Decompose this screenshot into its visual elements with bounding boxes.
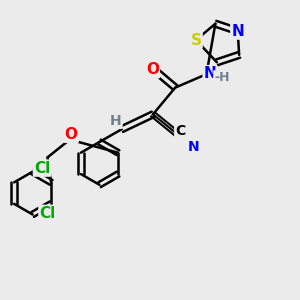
Text: N: N — [204, 66, 216, 81]
Text: Cl: Cl — [34, 160, 50, 175]
Text: O: O — [65, 127, 78, 142]
Text: N: N — [187, 140, 199, 154]
Text: C: C — [175, 124, 185, 138]
Text: Cl: Cl — [39, 206, 56, 221]
Text: -H: -H — [214, 71, 230, 84]
Text: S: S — [190, 32, 202, 47]
Text: N: N — [231, 24, 244, 39]
Text: O: O — [146, 62, 159, 77]
Text: H: H — [110, 114, 122, 128]
